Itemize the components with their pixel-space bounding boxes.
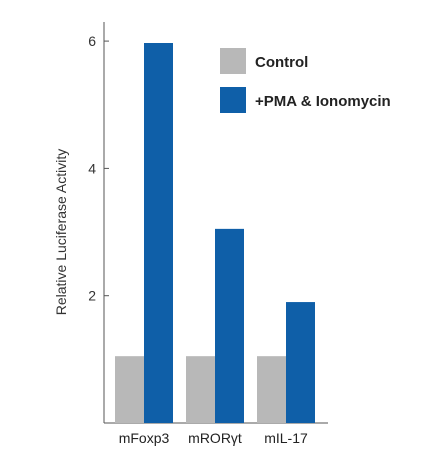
- legend-label-1: +PMA & Ionomycin: [255, 93, 391, 110]
- x-category-label-1: mRORγt: [188, 430, 242, 446]
- y-tick-label-0: 2: [88, 288, 96, 304]
- bar-control-2: [257, 356, 286, 423]
- legend-swatch-0: [220, 48, 246, 74]
- x-axis-labels: mFoxp3 mRORγt mIL-17: [119, 430, 308, 446]
- y-tick-label-1: 4: [88, 160, 96, 176]
- bar-pma-ionomycin-2: [286, 302, 315, 423]
- x-category-label-0: mFoxp3: [119, 430, 170, 446]
- x-category-label-2: mIL-17: [264, 430, 308, 446]
- bar-control-0: [115, 356, 144, 423]
- bar-pma-ionomycin-0: [144, 43, 173, 423]
- bar-pma-ionomycin-1: [215, 228, 244, 423]
- legend-swatch-1: [220, 87, 246, 113]
- bars: [115, 43, 315, 423]
- y-axis-title: Relative Luciferase Activity: [53, 149, 69, 316]
- bar-control-1: [186, 356, 215, 423]
- legend-label-0: Control: [255, 54, 308, 71]
- y-axis-ticks: 2 4 6: [88, 33, 109, 304]
- y-tick-label-2: 6: [88, 33, 96, 49]
- legend: Control +PMA & Ionomycin: [220, 48, 391, 113]
